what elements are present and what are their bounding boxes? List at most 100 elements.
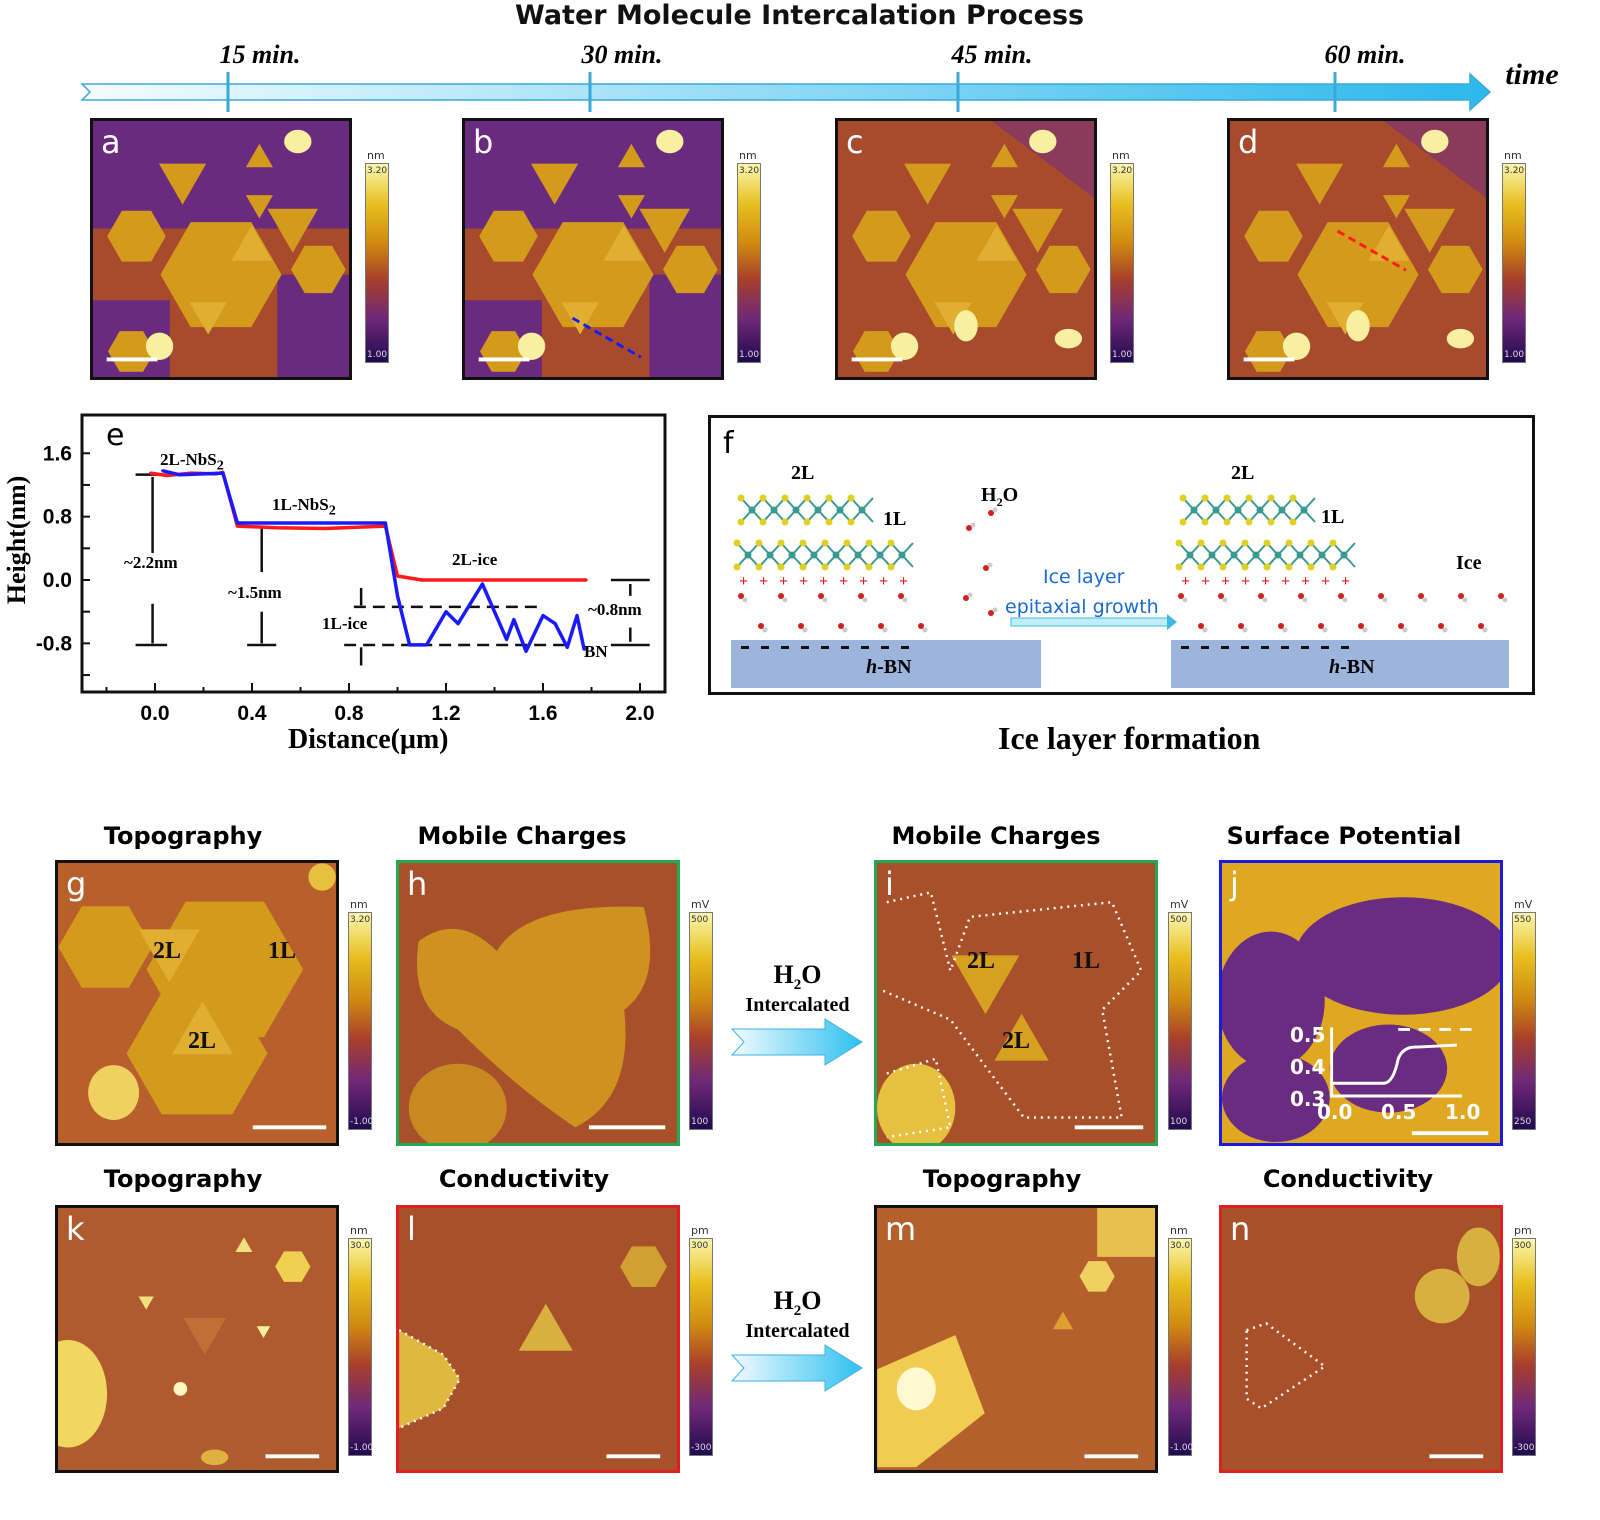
colorbar: 30.0 -1.00 (1168, 1238, 1194, 1456)
flake (603, 225, 645, 261)
colorbar: 3.20 1.00 (737, 163, 761, 363)
timepoint-45: 45 min. (951, 40, 1033, 69)
flake (620, 1246, 668, 1287)
right-arrow-icon (730, 1018, 863, 1067)
series-1-point (553, 622, 557, 625)
series-0-point (275, 526, 278, 529)
flake (107, 331, 155, 372)
colorbar-min: -1.00 (350, 1443, 374, 1453)
afm-image (851, 121, 1094, 372)
svg-text:+: + (879, 573, 888, 590)
panel-label: d (1238, 123, 1259, 161)
colorbar-max: 3.20 (1112, 166, 1133, 176)
colorbar-max: 3.20 (739, 166, 760, 176)
panel-label-f: f (723, 426, 734, 461)
series-0-point (396, 574, 399, 578)
colorbar-min: 250 (1514, 1117, 1532, 1127)
intercalated-label: Intercalated (745, 994, 850, 1017)
bright-particle (896, 1367, 936, 1411)
high-charge-region (416, 906, 651, 1128)
low-potential-region (1222, 1053, 1330, 1142)
colorbar-max: 30.0 (1170, 1241, 1191, 1251)
h2o-o: O (801, 1286, 822, 1315)
series-1-point (236, 521, 239, 525)
scale-bar (1429, 1454, 1484, 1459)
h2o-sub: 2 (793, 977, 802, 994)
afm-image (877, 1208, 1155, 1468)
afm-panel-k: k (55, 1205, 339, 1473)
bright-particle (1446, 328, 1475, 349)
svg-text:+: + (1201, 573, 1210, 590)
panel-label: n (1230, 1210, 1251, 1248)
annotation-2-2nm: ~2.2nm (124, 553, 178, 573)
annotation-2l-nbs2: 2L-NbS2 (160, 450, 224, 474)
afm-image (1222, 897, 1500, 1142)
plot-frame (80, 413, 667, 694)
panel-label: l (407, 1210, 416, 1248)
bright-particle (1029, 129, 1057, 154)
flake (518, 1303, 573, 1351)
colorbar: 300 -300 (689, 1238, 713, 1456)
afm-panel-i: i 2L 1L 2L (874, 860, 1158, 1146)
colorbar-max: 500 (691, 915, 709, 925)
scale-bar (1243, 357, 1295, 362)
flake (107, 210, 166, 262)
profile-line (1336, 229, 1407, 272)
h2o-o: O (801, 960, 822, 989)
y-tick-label: 0.0 (43, 569, 72, 592)
scale-bar (106, 357, 158, 362)
svg-text:+: + (859, 573, 868, 590)
right-2l-label: 2L (1231, 462, 1255, 484)
left-2l-label: 2L (791, 462, 815, 484)
colorbar-max: 300 (1514, 1241, 1532, 1251)
intercalated-label: Intercalated (745, 1320, 850, 1343)
flake (1404, 208, 1456, 253)
series-1-point (575, 614, 579, 617)
afm-panel-g: g 2L 1L 2L (55, 860, 339, 1146)
series-0-point (323, 527, 326, 530)
flake (994, 1013, 1049, 1061)
layer-tag: 1L (1072, 948, 1101, 974)
height-profile-chart: 0.0 0.4 0.8 1.2 1.6 2.0 1.6 0.8 0.0 -0.8 (36, 413, 667, 725)
series-1-point (221, 471, 225, 475)
colorbar-min: 1.00 (739, 350, 760, 360)
flake (1382, 143, 1410, 168)
annotation-0-8nm: ~0.8nm (588, 600, 642, 619)
colorbar-unit: mV (1514, 898, 1533, 911)
svg-text:+: + (1321, 573, 1330, 590)
y-axis-label-text: Height(nm) (2, 475, 31, 605)
scale-bar (1411, 1131, 1489, 1136)
inset-y-tick: 0.4 (1290, 1055, 1326, 1079)
bright-particle (656, 129, 684, 154)
afm-image (877, 890, 1144, 1143)
colorbar-max: 3.20 (1504, 166, 1525, 176)
low-potential-region (1295, 897, 1500, 1015)
bright-particle (1282, 332, 1311, 360)
h2o-label: H2O (730, 960, 865, 994)
flake (990, 143, 1018, 168)
scale-bar (1074, 1125, 1144, 1130)
colorbar-unit: nm (1504, 149, 1522, 162)
flake (617, 143, 645, 168)
scale-bar (1084, 1454, 1139, 1459)
afm-panel-l: l (396, 1205, 680, 1473)
colorbar-min: 1.00 (1504, 350, 1525, 360)
flake (172, 1001, 234, 1055)
panel-label: b (473, 123, 494, 161)
nbs2-monolayer (1175, 539, 1356, 571)
colorbar-min: -1.00 (1170, 1443, 1194, 1453)
afm-image (58, 863, 336, 1130)
flake (1295, 163, 1344, 205)
bright-particle (200, 1449, 229, 1466)
bright-particle (284, 129, 312, 154)
flake (561, 302, 599, 335)
growth-arrow-head (1167, 614, 1177, 630)
series-1-point (425, 643, 428, 647)
series-1-point (456, 622, 460, 625)
hbn-label-left: h-BN (866, 656, 912, 679)
afm-panel-b: b (462, 118, 724, 380)
inset-x-tick: 1.0 (1445, 1100, 1481, 1124)
svg-text:+: + (799, 573, 808, 590)
series-1-point (505, 638, 508, 641)
colorbar-min: -300 (691, 1443, 712, 1453)
